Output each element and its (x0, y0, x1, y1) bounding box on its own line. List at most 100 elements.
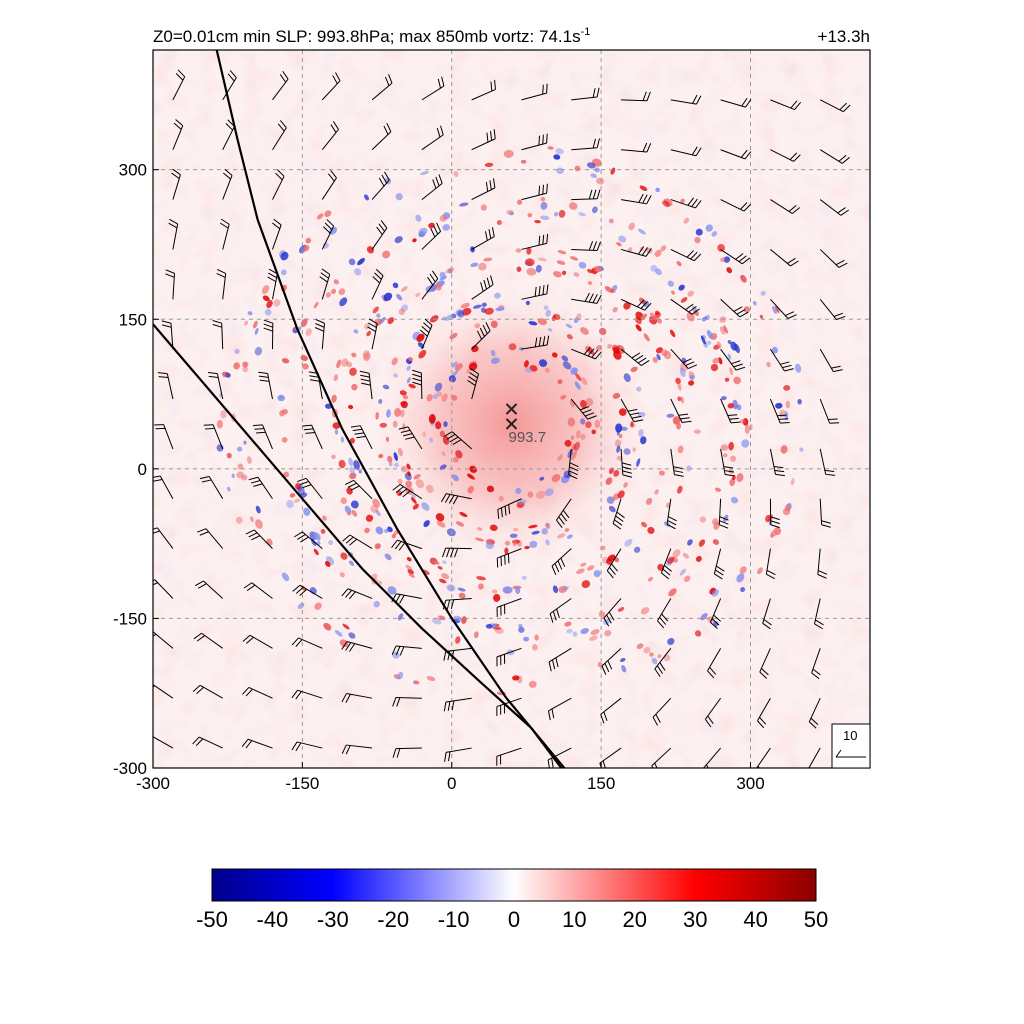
band-speckle (780, 445, 788, 454)
barb-feather (305, 431, 315, 434)
barb-feather (596, 241, 602, 251)
barb-feather (452, 439, 462, 445)
band-speckle (262, 295, 270, 302)
band-speckle (633, 546, 641, 553)
barb-staff (521, 344, 548, 350)
barb-staff (471, 373, 480, 400)
barb-feather (741, 97, 748, 107)
barb-staff (251, 582, 273, 599)
barb-feather (216, 272, 226, 278)
barb-staff (154, 579, 174, 599)
barb-staff (272, 224, 282, 250)
band-speckle (220, 410, 227, 419)
barb-feather (490, 81, 493, 92)
barb-staff (770, 199, 793, 214)
barb-feather (549, 613, 554, 623)
barb-feather (248, 532, 258, 538)
barb-feather (384, 171, 390, 181)
barb-feather (367, 322, 377, 329)
band-speckle (682, 552, 690, 559)
barb-staff (571, 96, 598, 101)
barb-feather (275, 172, 283, 181)
barb-feather (446, 433, 456, 440)
band-speckle (561, 270, 567, 276)
barb-feather (177, 69, 186, 78)
wind-barb (359, 370, 373, 400)
barb-staff (571, 348, 596, 360)
band-speckle (651, 657, 658, 665)
barb-staff (471, 187, 496, 201)
colorbar-tick-label: 0 (508, 907, 520, 932)
band-speckle (382, 384, 390, 390)
wind-barb (192, 684, 223, 699)
barb-staff (349, 534, 373, 550)
barb-feather (392, 484, 401, 491)
barb-feather (444, 752, 447, 762)
band-speckle (564, 439, 572, 447)
band-speckle (571, 451, 577, 461)
wind-barb (319, 268, 331, 300)
band-speckle (408, 383, 416, 389)
chart-title-superscript: -1 (581, 26, 591, 38)
barb-feather (349, 538, 358, 546)
barb-staff (600, 697, 622, 715)
barb-staff (407, 426, 423, 450)
barb-feather (398, 426, 409, 430)
barb-feather (546, 83, 548, 94)
band-speckle (266, 300, 273, 309)
band-speckle (740, 586, 746, 593)
band-speckle (525, 300, 530, 306)
wind-barb (212, 320, 224, 350)
wind-barb (321, 72, 341, 101)
barb-staff (808, 747, 821, 768)
wind-barb (192, 736, 223, 749)
barb-feather (484, 231, 488, 241)
barb-staff (770, 149, 794, 162)
band-speckle (237, 463, 244, 470)
barb-feather (451, 700, 455, 711)
band-speckle (589, 635, 598, 641)
wind-barb (471, 322, 491, 350)
barb-feather (245, 688, 253, 697)
band-speckle (432, 394, 438, 400)
wind-barb (819, 99, 851, 113)
band-speckle (399, 390, 407, 396)
band-speckle (375, 411, 380, 420)
band-speckle (637, 411, 646, 418)
barb-feather (350, 485, 360, 491)
barb-feather (719, 524, 729, 529)
band-speckle (457, 587, 466, 592)
band-speckle (547, 146, 554, 150)
barb-feather (817, 574, 827, 579)
wind-barb (670, 448, 684, 477)
barb-staff (571, 248, 598, 251)
band-speckle (658, 470, 665, 476)
barb-feather (143, 735, 150, 741)
barb-staff (720, 199, 745, 212)
band-speckle (716, 341, 722, 349)
wind-reference-flag (835, 749, 842, 758)
wind-barb (294, 531, 323, 549)
wind-barb (606, 548, 622, 579)
band-speckle (280, 251, 289, 261)
band-speckle (573, 272, 580, 277)
barb-feather (482, 324, 488, 334)
barb-feather (448, 751, 451, 762)
barb-feather (641, 247, 648, 256)
band-speckle (615, 423, 623, 433)
band-speckle (671, 290, 675, 295)
band-speckle (630, 366, 638, 373)
barb-staff (811, 648, 821, 674)
band-speckle (573, 441, 581, 451)
chart-title: Z0=0.01cm min SLP: 993.8hPa; max 850mb v… (153, 26, 590, 46)
wind-barb (819, 249, 848, 268)
band-speckle (422, 431, 426, 438)
wind-barb (443, 647, 472, 661)
band-speckle (481, 302, 487, 307)
barb-feather (421, 325, 430, 333)
barb-staff (421, 231, 441, 250)
barb-feather (345, 745, 351, 755)
barb-staff (817, 548, 821, 575)
wind-barb (291, 741, 323, 752)
barb-feather (546, 133, 548, 144)
